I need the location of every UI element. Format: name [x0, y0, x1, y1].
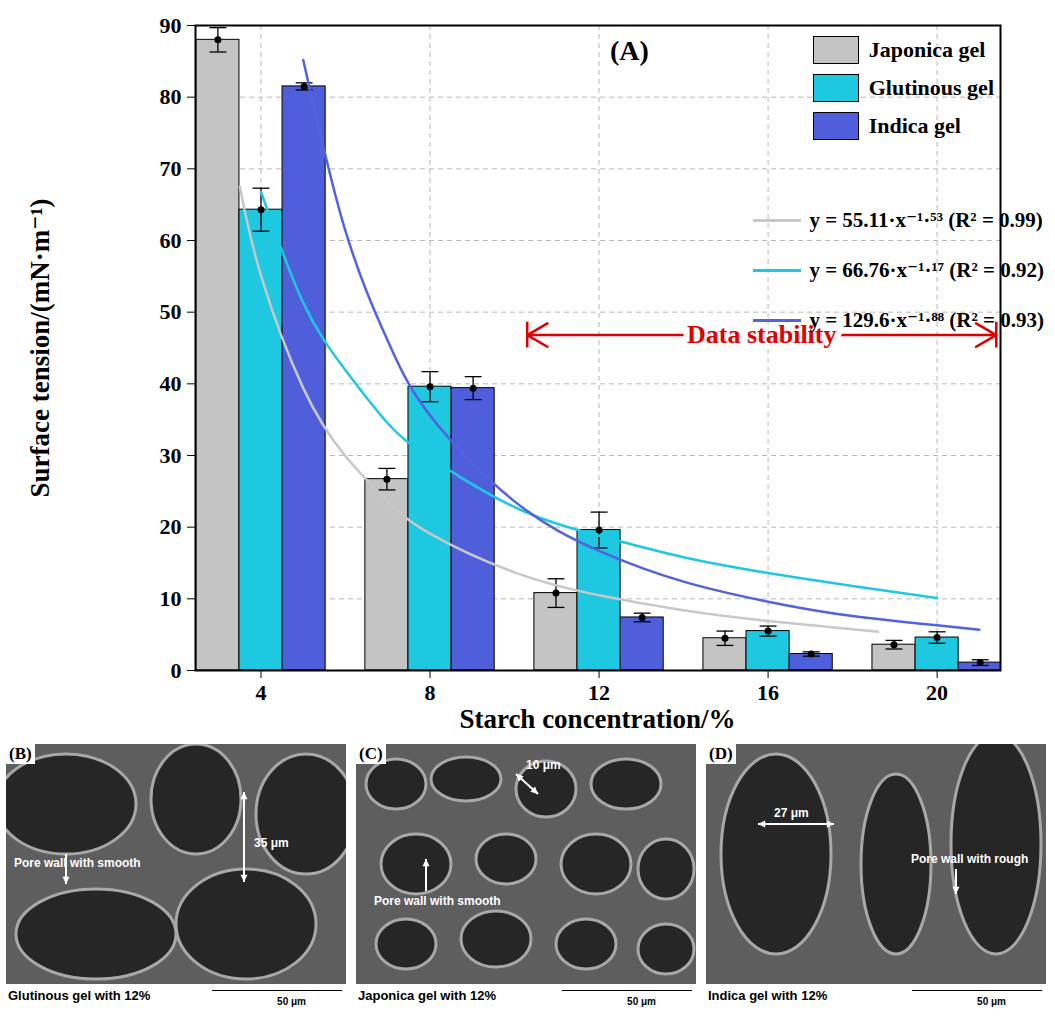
html-text:(C): (C): [359, 744, 383, 763]
html-text:10 μm: 10 μm: [526, 758, 561, 772]
html-text:(D): (D): [709, 744, 733, 763]
html-text:y = 129.6·x⁻¹·⁸⁸ (R² = 0.93): y = 129.6·x⁻¹·⁸⁸ (R² = 0.93): [809, 308, 1044, 332]
html-text:50 μm: 50 μm: [627, 996, 656, 1007]
svg-text:12: 12: [588, 680, 610, 705]
svg-text:80: 80: [160, 84, 182, 109]
svg-text:30: 30: [160, 443, 182, 468]
svg-text:0: 0: [171, 658, 182, 683]
svg-text:Data stability: Data stability: [687, 320, 837, 350]
svg-text:8: 8: [425, 680, 436, 705]
svg-text:90: 90: [160, 13, 182, 38]
html-text:(B): (B): [9, 744, 32, 763]
svg-text:20: 20: [926, 680, 948, 705]
html-text:Starch concentration/%: Starch concentration/%: [459, 704, 736, 734]
html-text:(A): (A): [610, 35, 649, 66]
html-text:50 μm: 50 μm: [977, 996, 1006, 1007]
html-text:50 μm: 50 μm: [277, 996, 306, 1007]
svg-text:16: 16: [757, 680, 779, 705]
html-text:y = 66.76·x⁻¹·¹⁷ (R² = 0.92): y = 66.76·x⁻¹·¹⁷ (R² = 0.92): [809, 258, 1044, 282]
html-text:27 μm: 27 μm: [774, 806, 809, 820]
html-text:Glutinous gel with 12%: Glutinous gel with 12%: [8, 988, 151, 1003]
svg-text:10: 10: [160, 586, 182, 611]
html-text:Glutinous gel: Glutinous gel: [868, 75, 994, 100]
html-text:Pore wall with smooth: Pore wall with smooth: [14, 856, 141, 870]
html-text:Pore wall with smooth: Pore wall with smooth: [374, 894, 501, 908]
html-text:Indica gel: Indica gel: [868, 113, 961, 138]
html-text:Japonica gel with 12%: Japonica gel with 12%: [358, 988, 496, 1003]
html-text:Surface tension/(mN·m⁻¹): Surface tension/(mN·m⁻¹): [25, 198, 55, 497]
html-text:Japonica gel: Japonica gel: [868, 37, 986, 62]
html-text:Pore wall with rough: Pore wall with rough: [911, 852, 1029, 866]
svg-text:70: 70: [160, 156, 182, 181]
svg-text:4: 4: [255, 680, 266, 705]
svg-text:40: 40: [160, 371, 182, 396]
html-text:35 μm: 35 μm: [254, 836, 289, 850]
svg-text:20: 20: [160, 514, 182, 539]
html-text:y = 55.11·x⁻¹·⁵³ (R² = 0.99): y = 55.11·x⁻¹·⁵³ (R² = 0.99): [809, 208, 1043, 232]
html-text:Indica gel with 12%: Indica gel with 12%: [708, 988, 828, 1003]
svg-text:60: 60: [160, 228, 182, 253]
svg-text:50: 50: [160, 299, 182, 324]
